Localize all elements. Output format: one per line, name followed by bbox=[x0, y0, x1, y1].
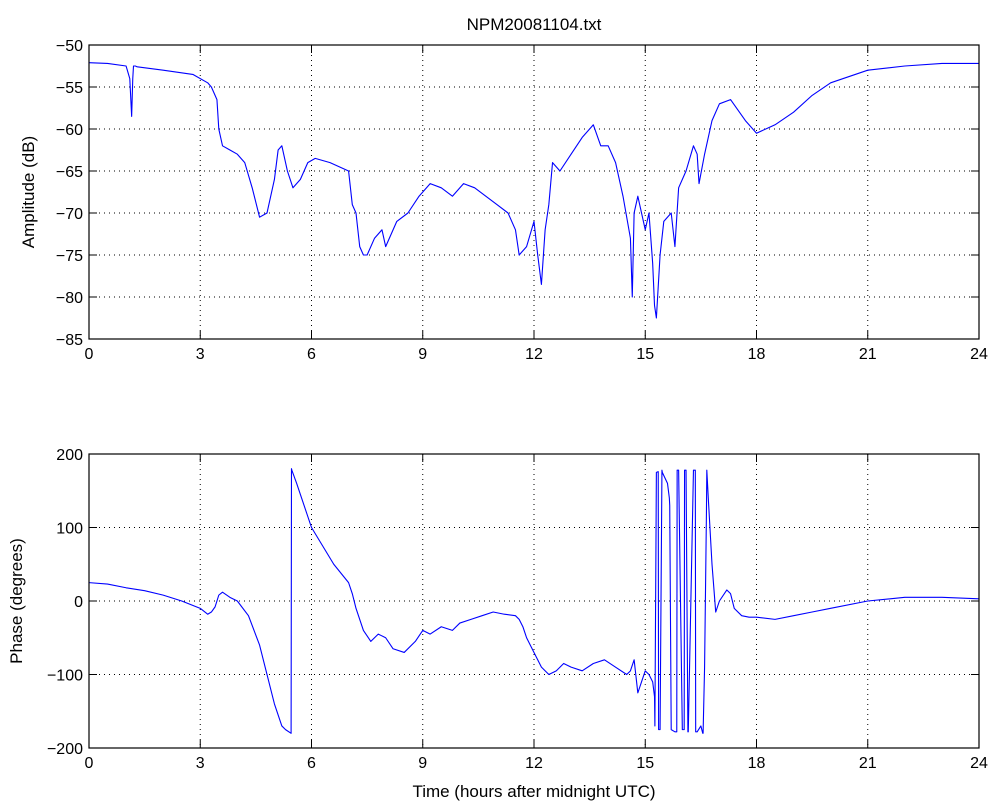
y-tick-label: 200 bbox=[56, 447, 83, 464]
x-tick-label: 12 bbox=[525, 346, 543, 363]
x-tick-label: 6 bbox=[307, 755, 316, 772]
x-tick-label: 21 bbox=[859, 346, 877, 363]
phase-plot: 0 3 6 9 12 15 18 21 24 −200 −100 0 100 200 Time (hours… bbox=[7, 447, 988, 801]
y-axis-label: Amplitude (dB) bbox=[19, 136, 38, 248]
y-tick-label: −70 bbox=[56, 206, 83, 223]
x-tick-label: 24 bbox=[970, 346, 988, 363]
x-tick-label: 18 bbox=[748, 755, 766, 772]
y-tick-label: −200 bbox=[47, 741, 83, 758]
x-tick-label: 3 bbox=[196, 755, 205, 772]
x-tick-label: 0 bbox=[85, 346, 94, 363]
y-axis-label: Phase (degrees) bbox=[7, 538, 26, 664]
chart-title: NPM20081104.txt bbox=[467, 15, 602, 34]
x-axis-label: Time (hours after midnight UTC) bbox=[412, 782, 655, 801]
y-tick-label: −60 bbox=[56, 122, 83, 139]
series-line-0 bbox=[88, 468, 980, 734]
amplitude-plot: 0 3 6 9 12 15 18 21 24 −85 −80 −75 −70 −65 −60 −55 −50 NP… bbox=[19, 15, 988, 363]
x-tick-label: 15 bbox=[636, 755, 654, 772]
x-tick-label: 6 bbox=[307, 346, 316, 363]
x-tick-label: 15 bbox=[636, 346, 654, 363]
x-tick-label: 9 bbox=[418, 346, 427, 363]
y-tick-label: −50 bbox=[56, 38, 83, 55]
y-tick-label: −100 bbox=[47, 668, 83, 685]
y-tick-label: 100 bbox=[56, 521, 83, 538]
series-line-0 bbox=[88, 62, 979, 319]
x-tick-label: 18 bbox=[748, 346, 766, 363]
y-tick-label: 0 bbox=[74, 594, 83, 611]
y-tick-label: −75 bbox=[56, 248, 83, 265]
y-tick-label: −65 bbox=[56, 164, 83, 181]
y-tick-label: −80 bbox=[56, 290, 83, 307]
x-tick-label: 12 bbox=[525, 755, 543, 772]
x-tick-label: 0 bbox=[85, 755, 94, 772]
x-tick-label: 24 bbox=[970, 755, 988, 772]
x-tick-label: 9 bbox=[418, 755, 427, 772]
x-tick-label: 21 bbox=[859, 755, 877, 772]
y-tick-label: −85 bbox=[56, 332, 83, 349]
plot-frame bbox=[88, 44, 980, 340]
x-tick-label: 3 bbox=[196, 346, 205, 363]
y-tick-label: −55 bbox=[56, 80, 83, 97]
